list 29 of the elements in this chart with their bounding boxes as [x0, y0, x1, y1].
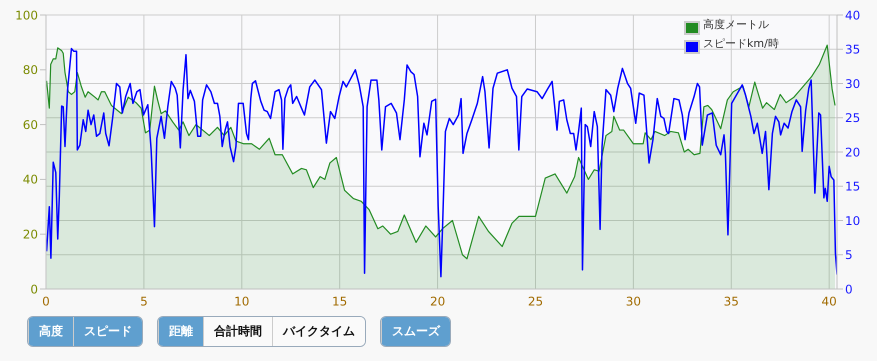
y-tick-label: 60 [22, 118, 38, 132]
x-tick-label: 5 [140, 294, 148, 309]
button-group: 高度 スピード [27, 316, 143, 347]
button-group: スムーズ [380, 316, 451, 347]
x-tick-label: 30 [626, 294, 642, 309]
y2-tick-label: 20 [845, 145, 860, 160]
y-tick-label: 100 [15, 8, 38, 22]
x-tick-label: 0 [42, 294, 50, 309]
y2-tick-label: 30 [845, 76, 860, 91]
x-tick-label: 15 [332, 294, 348, 309]
x-tick-label: 10 [234, 294, 250, 309]
y2-tick-label: 40 [845, 8, 860, 22]
legend-label: 高度メートル [703, 18, 769, 31]
y2-tick-label: 25 [845, 111, 860, 126]
button-group: 距離 合計時間 バイクタイム [157, 316, 366, 347]
x-tick-label: 25 [528, 294, 544, 309]
x-tick-label: 35 [724, 294, 739, 309]
y2-tick-label: 10 [845, 214, 860, 228]
y-tick-label: 40 [22, 172, 38, 187]
x-tick-label: 40 [822, 294, 837, 309]
y2-tick-label: 5 [845, 248, 853, 262]
y2-tick-label: 15 [845, 180, 860, 194]
y-tick-label: 20 [22, 227, 38, 242]
y2-tick-label: 0 [845, 282, 853, 296]
y2-tick-label: 35 [845, 42, 860, 57]
x-tick-label: 20 [430, 294, 446, 309]
y-tick-label: 80 [22, 63, 38, 78]
y-tick-label: 0 [30, 282, 38, 296]
legend-label: スピードkm/時 [703, 37, 779, 50]
